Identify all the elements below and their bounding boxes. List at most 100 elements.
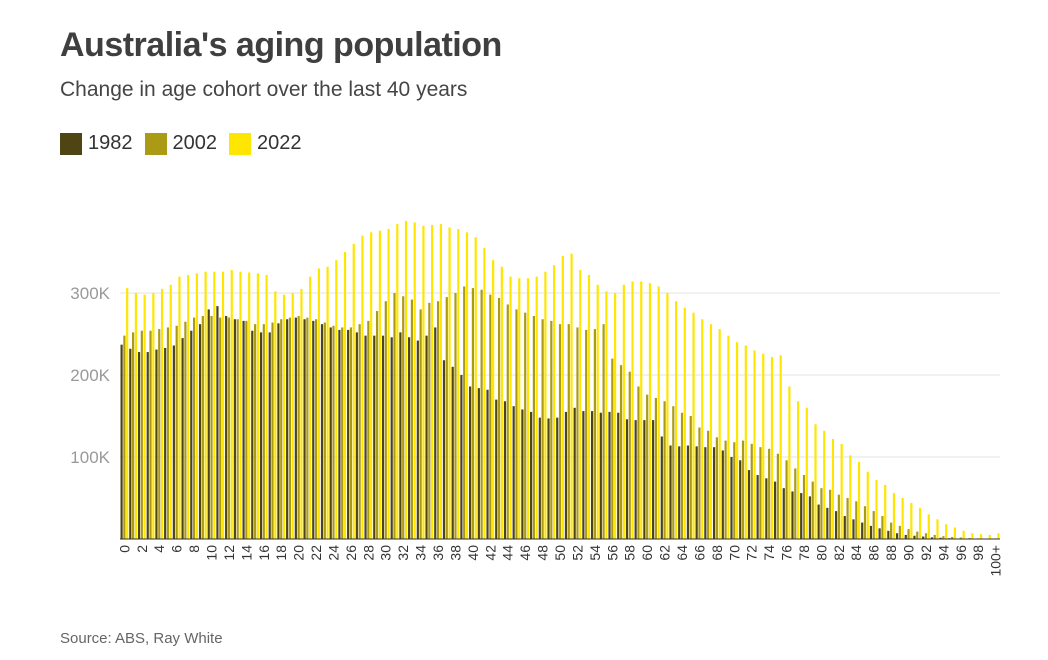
bar-2022-age-87 <box>884 484 887 539</box>
bar-1982-age-18 <box>277 323 280 539</box>
bar-2002-age-46 <box>524 312 527 539</box>
bar-1982-age-14 <box>242 320 245 539</box>
bar-2002-age-57 <box>619 365 623 539</box>
bar-2022-age-56 <box>614 293 617 539</box>
bar-2002-age-70 <box>733 442 736 539</box>
bar-1982-age-65 <box>686 445 690 539</box>
bar-2022-age-65 <box>692 312 695 539</box>
bar-2002-age-53 <box>585 329 588 539</box>
bar-1982-age-77 <box>791 491 794 539</box>
bar-1982-age-26 <box>347 329 350 539</box>
bar-1982-age-22 <box>312 320 315 539</box>
x-tick-label: 96 <box>953 545 969 561</box>
bar-2002-age-86 <box>872 511 875 539</box>
bar-2002-age-41 <box>480 289 483 539</box>
bar-2022-age-0 <box>126 288 129 539</box>
bar-1982-age-46 <box>521 409 524 539</box>
bar-2002-age-24 <box>332 325 335 539</box>
bar-1982-age-9 <box>198 324 202 539</box>
x-tick-label: 88 <box>883 545 899 561</box>
bar-1982-age-6 <box>172 345 175 539</box>
x-tick-label: 36 <box>430 545 446 561</box>
x-tick-label: 12 <box>221 545 237 561</box>
bar-2022-age-76 <box>788 386 791 539</box>
bar-2022-age-18 <box>282 294 286 539</box>
bar-2002-age-35 <box>428 302 431 539</box>
bar-2022-age-1 <box>134 293 138 539</box>
bar-2002-age-36 <box>436 301 440 539</box>
x-tick-label: 50 <box>552 545 568 561</box>
bar-2022-age-69 <box>727 335 730 539</box>
legend-swatch-2022 <box>229 132 251 155</box>
bar-1982-age-23 <box>320 324 324 539</box>
x-tick-label: 82 <box>831 545 847 561</box>
bar-2022-age-85 <box>866 471 869 539</box>
bar-1982-age-39 <box>460 375 463 539</box>
bar-2022-age-86 <box>875 479 878 539</box>
bar-1982-age-50 <box>556 417 559 539</box>
bar-2002-age-65 <box>689 416 692 539</box>
x-tick-label: 26 <box>343 545 359 561</box>
bar-1982-age-51 <box>564 411 568 539</box>
bar-2022-age-96 <box>962 530 965 539</box>
bar-2002-age-94 <box>942 536 945 539</box>
x-tick-label: 90 <box>901 545 917 561</box>
bar-2022-age-88 <box>892 493 896 539</box>
bar-1982-age-78 <box>800 493 803 539</box>
source-note: Source: ABS, Ray White <box>60 630 223 647</box>
bar-1982-age-91 <box>913 535 916 539</box>
bar-2002-age-48 <box>541 319 544 539</box>
bar-2022-age-57 <box>622 284 625 539</box>
bar-1982-age-34 <box>416 340 419 539</box>
bar-2002-age-49 <box>550 320 553 539</box>
bar-1982-age-49 <box>547 418 550 539</box>
bar-1982-age-90 <box>904 534 907 539</box>
bar-2002-age-40 <box>471 288 475 539</box>
bar-1982-age-52 <box>573 407 576 539</box>
bar-1982-age-36 <box>434 327 437 539</box>
bar-1982-age-76 <box>782 488 785 539</box>
bar-2022-age-31 <box>396 224 399 539</box>
bar-2022-age-53 <box>587 274 591 539</box>
bar-1982-age-81 <box>826 507 829 539</box>
bar-2002-age-44 <box>506 304 509 539</box>
legend-item-2022: 2022 <box>229 132 302 155</box>
bar-2022-age-43 <box>500 266 503 539</box>
x-tick-label: 58 <box>622 545 638 561</box>
bar-2002-age-56 <box>611 358 614 539</box>
bar-2022-age-41 <box>483 247 486 539</box>
x-tick-label: 10 <box>203 545 219 561</box>
bar-2002-age-90 <box>907 529 910 539</box>
x-tick-label: 34 <box>413 545 429 561</box>
bar-2022-age-91 <box>918 507 922 539</box>
x-tick-label: 44 <box>500 545 516 561</box>
bar-2002-age-54 <box>593 329 596 539</box>
bar-1982-age-61 <box>651 420 655 539</box>
bar-2022-age-6 <box>178 276 181 539</box>
x-tick-label: 80 <box>813 545 829 561</box>
bar-2002-age-66 <box>698 427 701 539</box>
bar-1982-age-21 <box>303 319 306 539</box>
bar-1982-age-86 <box>869 525 873 539</box>
bar-2002-age-73 <box>759 447 762 539</box>
bar-2022-age-70 <box>736 342 739 539</box>
bar-2002-age-85 <box>863 506 867 539</box>
bar-2002-age-5 <box>166 327 170 539</box>
x-tick-label: 66 <box>691 545 707 561</box>
x-tick-label: 86 <box>866 545 882 561</box>
bar-2022-age-98 <box>979 534 983 539</box>
x-tick-label: 20 <box>291 545 307 561</box>
x-tick-label: 94 <box>935 545 951 561</box>
bar-2022-age-97 <box>971 533 974 539</box>
bar-2022-age-95 <box>953 527 957 539</box>
bar-2002-age-61 <box>654 397 657 539</box>
bar-2002-age-63 <box>672 406 675 539</box>
bar-1982-age-31 <box>390 337 393 539</box>
x-tick-label: 78 <box>796 545 812 561</box>
bar-2022-age-11 <box>221 271 225 539</box>
bar-1982-age-5 <box>164 347 167 539</box>
bar-2022-age-54 <box>596 284 599 539</box>
bar-2002-age-88 <box>890 522 893 539</box>
bar-2022-age-14 <box>248 272 251 539</box>
x-tick-label: 46 <box>517 545 533 561</box>
